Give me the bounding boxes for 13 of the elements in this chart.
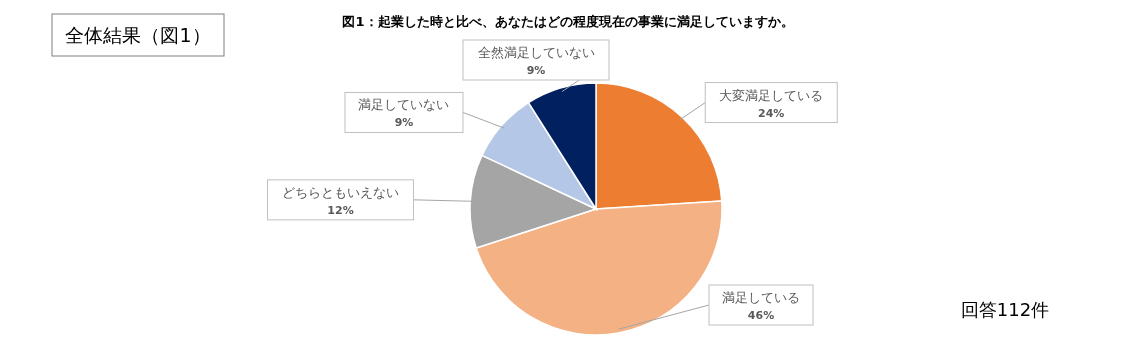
- slice-label: 満足していない: [358, 97, 450, 113]
- text: 全体結果（図1）: [65, 24, 211, 46]
- slice-label: 満足している: [722, 290, 800, 305]
- text: 回答112件: [960, 299, 1050, 320]
- slice-label: 全然満足していない: [477, 45, 595, 60]
- slice-label: どちらともいえない: [282, 184, 400, 200]
- data-label: 24%: [758, 106, 785, 120]
- data-label: 9%: [526, 64, 546, 77]
- data-label: 12%: [327, 203, 354, 217]
- slice-label: 大変満足している: [719, 87, 824, 103]
- chart-title: 図1：起業した時と比べ、あなたはどの程度現在の事業に満足していますか。: [342, 14, 794, 29]
- data-label: 46%: [747, 309, 775, 322]
- data-label: 9%: [394, 116, 414, 130]
